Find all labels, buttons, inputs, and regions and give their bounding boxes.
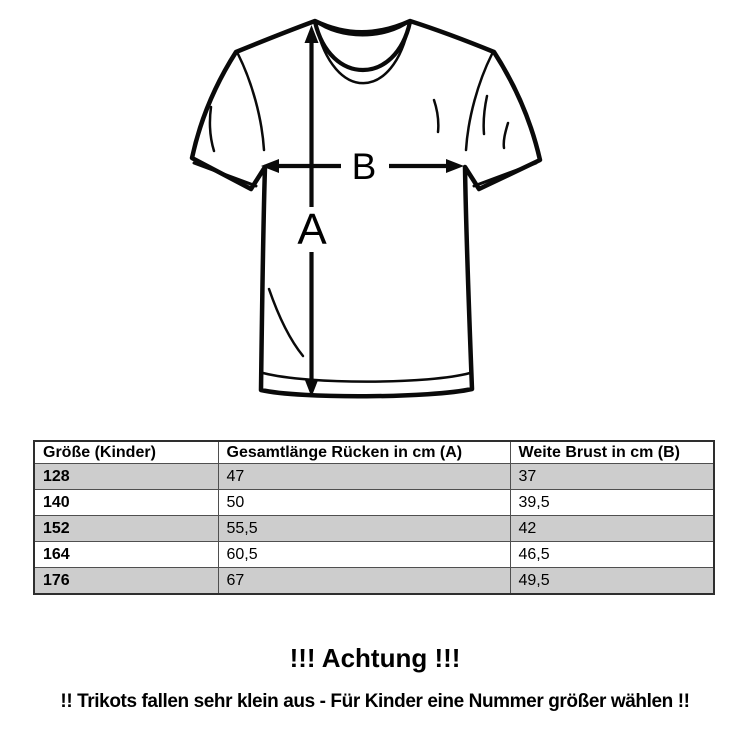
chest-width-cell: 42	[509, 515, 715, 542]
table-row-140: 140 50 39,5	[33, 489, 715, 516]
size-cell: 128	[33, 463, 219, 490]
back-length-cell: 55,5	[217, 515, 511, 542]
right-sleeve-fold-2	[502, 121, 510, 150]
collar-outer-line	[312, 19, 413, 72]
chest-width-cell: 46,5	[509, 541, 715, 568]
size-table: Größe (Kinder) Gesamtlänge Rücken in cm …	[33, 440, 715, 595]
size-cell: 152	[33, 515, 219, 542]
left-cuff-band	[192, 161, 258, 188]
measure-label-a: A	[297, 205, 327, 254]
column-header-size: Größe (Kinder)	[33, 440, 219, 464]
chest-fold	[432, 98, 440, 134]
left-armhole-seam	[236, 52, 266, 152]
right-cuff-band	[472, 161, 538, 188]
back-length-cell: 60,5	[217, 541, 511, 568]
table-row-164: 164 60,5 46,5	[33, 541, 715, 568]
chest-width-cell: 37	[509, 463, 715, 490]
column-header-back-length: Gesamtlänge Rücken in cm (A)	[217, 440, 511, 464]
tshirt-measurement-diagram: A B	[189, 18, 543, 399]
back-length-cell: 67	[217, 567, 511, 595]
right-sleeve-fold-1	[482, 94, 489, 136]
measurement-arrow-a	[304, 25, 319, 397]
collar-inner-line	[314, 23, 411, 85]
tshirt-outline	[189, 18, 543, 399]
chest-width-cell: 49,5	[509, 567, 715, 595]
measurement-arrow-b	[261, 159, 464, 173]
table-row-152: 152 55,5 42	[33, 515, 715, 542]
notice-warning: !! Trikots fallen sehr klein aus - Für K…	[60, 691, 690, 712]
collar-back-line	[313, 19, 412, 37]
back-length-cell: 47	[217, 463, 511, 490]
chest-width-cell: 39,5	[509, 489, 715, 516]
table-row-176: 176 67 49,5	[33, 567, 715, 595]
column-header-chest-width: Weite Brust in cm (B)	[509, 440, 715, 464]
notice-heading: !!! Achtung !!!	[289, 643, 461, 673]
table-header-row: Größe (Kinder) Gesamtlänge Rücken in cm …	[33, 440, 715, 464]
hem-inner-line	[261, 371, 472, 383]
measure-label-b: B	[352, 146, 377, 187]
size-cell: 140	[33, 489, 219, 516]
left-sleeve-fold	[208, 105, 216, 153]
table-row-128: 128 47 37	[33, 463, 715, 490]
back-length-cell: 50	[217, 489, 511, 516]
right-armhole-seam	[464, 52, 494, 152]
size-cell: 176	[33, 567, 219, 595]
size-cell: 164	[33, 541, 219, 568]
body-wrinkle	[267, 287, 305, 358]
